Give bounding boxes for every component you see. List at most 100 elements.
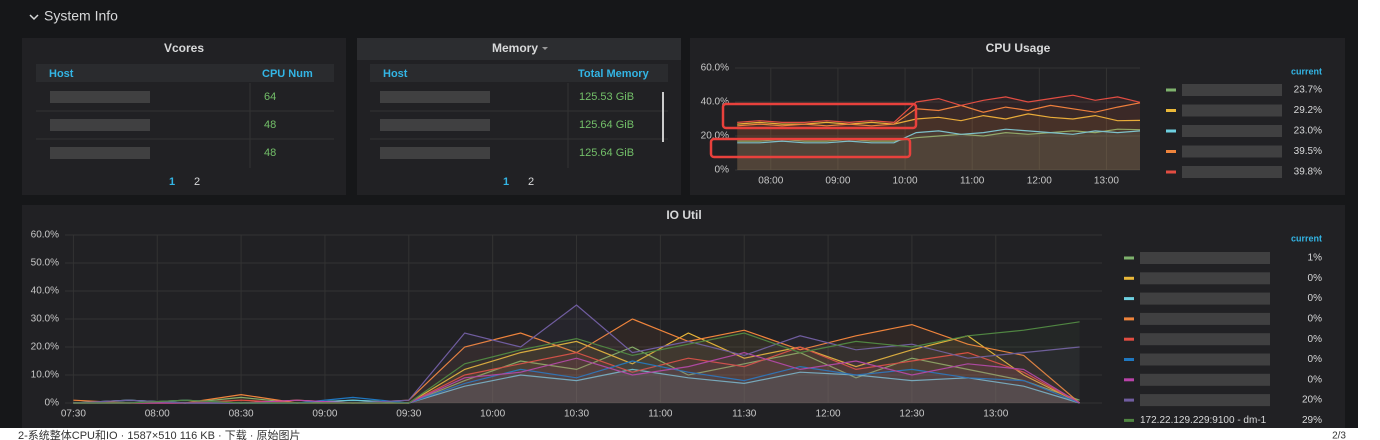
table-header xyxy=(370,64,668,82)
x-tick-label: 09:00 xyxy=(825,176,850,187)
y-tick-label: 60.0% xyxy=(31,230,59,241)
table-header xyxy=(36,64,334,82)
series-line xyxy=(737,128,1141,142)
blurred-name xyxy=(1182,84,1282,96)
panel-title[interactable]: Memory xyxy=(492,41,538,55)
series-area xyxy=(73,319,1080,403)
legend-current: 23.0% xyxy=(1294,126,1322,137)
blurred-name xyxy=(1182,104,1282,117)
x-tick-label: 08:00 xyxy=(758,176,783,187)
legend-current: 1% xyxy=(1308,253,1323,264)
x-tick-label: 12:30 xyxy=(899,409,924,420)
blurred-name xyxy=(1140,353,1270,366)
x-tick-label: 11:00 xyxy=(648,409,673,420)
y-tick-label: 60.0% xyxy=(701,63,729,74)
blurred-name xyxy=(1182,166,1282,178)
series-area xyxy=(73,347,1080,403)
blurred-host xyxy=(380,119,490,131)
blurred-name xyxy=(1140,252,1270,264)
charts: 0% 20.0% 40.0% 60.0% 08:00 09:00 10:00 11:00 12:… xyxy=(31,63,1322,426)
caption: 2-系统整体CPU和IO · 1587×510 116 KB · 下载 · 原始… xyxy=(18,428,301,440)
legend-current: 0% xyxy=(1308,334,1323,345)
panel xyxy=(22,38,346,195)
legend-header: current xyxy=(1291,66,1322,76)
column-header[interactable]: CPU Num xyxy=(262,68,313,80)
y-tick-label: 20.0% xyxy=(701,131,729,142)
scrollbar[interactable] xyxy=(662,92,664,142)
legend-current: 0% xyxy=(1308,314,1323,325)
blurred-host xyxy=(50,119,150,131)
series-line xyxy=(73,346,1080,404)
page-link[interactable]: 1 xyxy=(503,176,509,188)
column-header[interactable]: Host xyxy=(49,68,74,80)
series-line xyxy=(737,128,1141,144)
blurred-name xyxy=(1140,312,1270,325)
page-link[interactable]: 2 xyxy=(194,176,200,188)
panel xyxy=(357,38,681,195)
series-area xyxy=(737,102,1140,170)
x-tick-label: 08:30 xyxy=(229,409,254,420)
y-tick-label: 0% xyxy=(45,398,60,409)
panel-title: IO Util xyxy=(666,208,701,222)
legend-current: 0% xyxy=(1308,374,1323,385)
blurred-host xyxy=(50,91,150,103)
series-area xyxy=(73,347,1080,403)
legend-current: 29.2% xyxy=(1294,105,1322,116)
blurred-name xyxy=(1182,125,1282,137)
x-tick-label: 13:00 xyxy=(1094,176,1119,187)
series-line xyxy=(73,346,1080,404)
cell: 64 xyxy=(264,91,276,103)
legend-current: 39.5% xyxy=(1294,146,1322,157)
legend-label: 172.22.129.229:9100 - dm-1 xyxy=(1140,415,1267,426)
y-tick-label: 40.0% xyxy=(701,97,729,108)
series-area xyxy=(737,129,1140,170)
panel xyxy=(22,205,1345,428)
collapse-chevron[interactable] xyxy=(29,14,39,21)
series-line xyxy=(737,102,1141,127)
x-tick-label: 09:30 xyxy=(396,409,421,420)
x-tick-label: 12:00 xyxy=(1027,176,1052,187)
series-area xyxy=(73,333,1080,403)
y-tick-label: 50.0% xyxy=(31,258,59,269)
legend-current: 20% xyxy=(1302,395,1322,406)
y-tick-label: 20.0% xyxy=(31,342,59,353)
annotation-box xyxy=(709,137,912,159)
y-tick-label: 10.0% xyxy=(31,370,59,381)
series-area xyxy=(737,95,1140,170)
series-area xyxy=(73,369,1080,403)
x-tick-label: 13:00 xyxy=(983,409,1008,420)
column-header[interactable]: Total Memory xyxy=(578,68,650,80)
series-line xyxy=(737,94,1141,124)
dropdown-caret[interactable] xyxy=(542,47,548,50)
blurred-name xyxy=(1140,394,1270,407)
blurred-name xyxy=(1140,373,1270,386)
x-tick-label: 07:30 xyxy=(61,409,86,420)
series-line xyxy=(73,321,1080,404)
blurred-host xyxy=(380,147,490,159)
blurred-name xyxy=(1182,145,1282,158)
panel-title: Vcores xyxy=(164,41,204,55)
x-tick-label: 09:00 xyxy=(312,409,337,420)
footer-bar xyxy=(0,428,1380,440)
page-link[interactable]: 1 xyxy=(169,176,175,188)
x-tick-label: 10:00 xyxy=(480,409,505,420)
cell: 125.64 GiB xyxy=(579,119,634,131)
y-tick-label: 40.0% xyxy=(31,286,59,297)
x-tick-label: 11:30 xyxy=(732,409,757,420)
page-link[interactable]: 2 xyxy=(528,176,534,188)
y-tick-label: 0% xyxy=(715,165,730,176)
legend-header: current xyxy=(1291,233,1322,243)
x-tick-label: 10:00 xyxy=(893,176,918,187)
x-tick-label: 12:00 xyxy=(816,409,841,420)
row-title[interactable]: System Info xyxy=(44,8,118,24)
legend-current: 29% xyxy=(1302,415,1322,426)
legend-current: 39.8% xyxy=(1294,167,1322,178)
column-header[interactable]: Host xyxy=(383,68,408,80)
blurred-name xyxy=(1140,333,1270,346)
legend-current: 0% xyxy=(1308,273,1323,284)
cell: 48 xyxy=(264,147,276,159)
blurred-host xyxy=(380,91,490,103)
blurred-name xyxy=(1140,292,1270,305)
y-tick-label: 30.0% xyxy=(31,314,59,325)
